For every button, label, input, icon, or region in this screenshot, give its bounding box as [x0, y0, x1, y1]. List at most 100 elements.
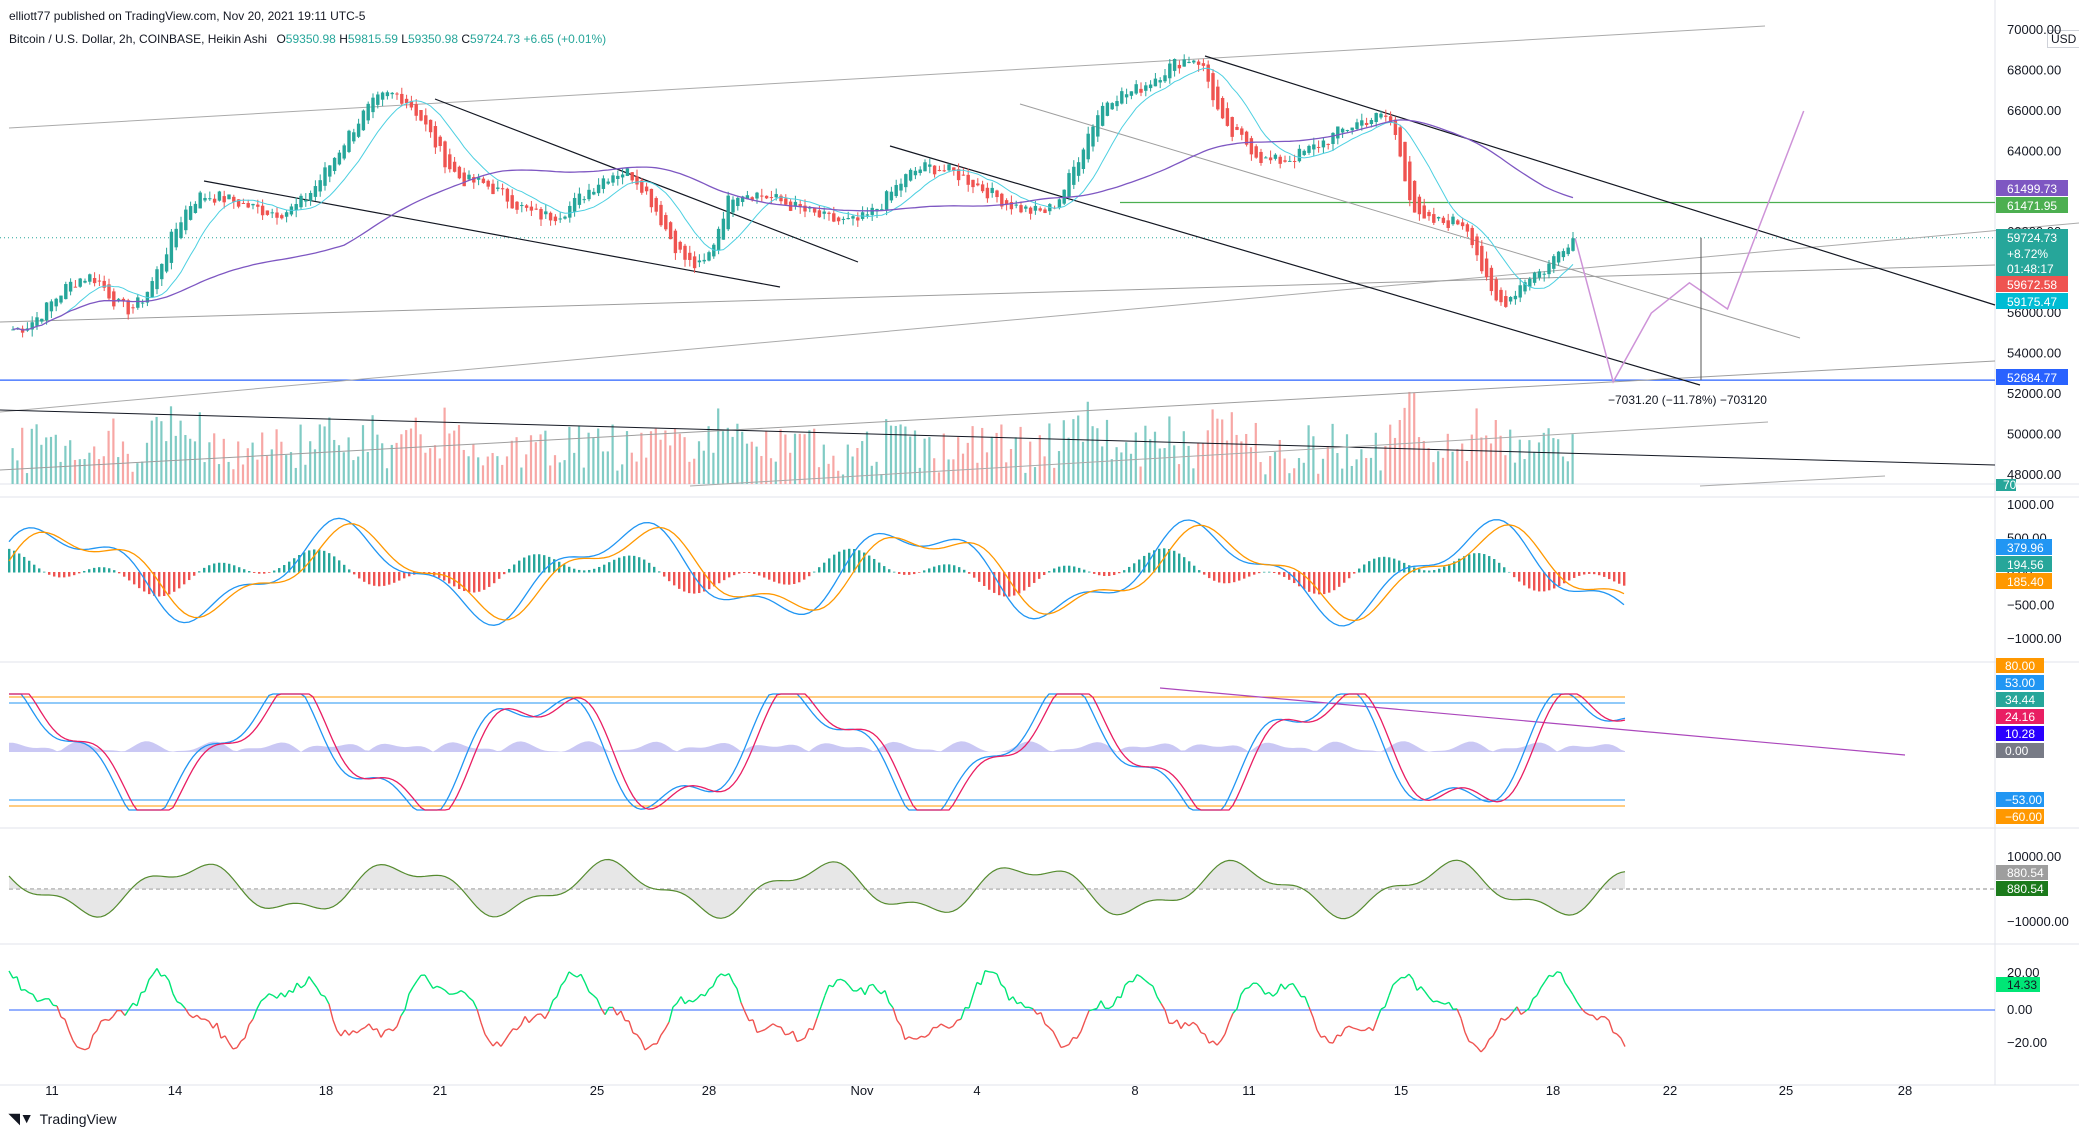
gr-y-tick: 20.00 [2007, 965, 2040, 980]
volume-bar [1197, 442, 1200, 484]
symbol-title[interactable]: Bitcoin / U.S. Dollar, 2h, COINBASE, Hei… [9, 32, 268, 46]
volume-bar [366, 452, 369, 484]
macd-histogram-bar [553, 559, 556, 573]
volume-bar [433, 445, 437, 484]
macd-histogram-bar [783, 572, 786, 585]
x-tick-label: 25 [590, 1083, 604, 1098]
gr-line-segment [1004, 987, 1010, 1001]
candle-down [1456, 220, 1460, 225]
oscillator-label-text: 53.00 [2005, 676, 2035, 690]
candle-down [832, 213, 836, 222]
gr-line-segment [1356, 1028, 1362, 1032]
candle-up [601, 178, 606, 189]
gr-line-segment [360, 1026, 366, 1031]
volume-bar [688, 461, 691, 484]
candle-up [1355, 122, 1359, 129]
volume-bar [1105, 419, 1109, 484]
macd-histogram-bar [1368, 561, 1371, 573]
gr-line-segment [164, 974, 170, 982]
candle-down [664, 215, 668, 230]
volume-bar [352, 460, 355, 484]
macd-histogram-bar [843, 549, 846, 573]
candle-down [1230, 117, 1234, 137]
volume-bar [1101, 446, 1104, 484]
candle-up [1273, 154, 1278, 159]
volume-bar [1182, 431, 1185, 484]
macd-histogram-bar [1148, 552, 1151, 573]
volume-bar [621, 464, 624, 484]
macd-histogram-bar [108, 568, 111, 573]
volume-bar [702, 450, 705, 484]
candle-down [678, 241, 682, 250]
gr-line-segment [856, 987, 862, 992]
macd-histogram-bar [1168, 549, 1171, 573]
gr-line-segment [188, 1014, 194, 1019]
macd-histogram-bar [1473, 553, 1476, 573]
volume-bar [54, 434, 57, 484]
macd-histogram-bar [1588, 572, 1591, 574]
gr-line-segment [584, 982, 590, 993]
macd-histogram-bar [83, 570, 86, 573]
candle-down [971, 179, 975, 188]
volume-bar [1221, 419, 1224, 484]
volume-bar [203, 462, 206, 484]
macd-histogram-bar [648, 562, 651, 573]
gr-line-segment [1100, 1000, 1106, 1009]
gr-line-segment [924, 1033, 930, 1038]
gr-line-segment [908, 1036, 914, 1040]
volume-bar [232, 469, 235, 484]
volume-bar [424, 452, 427, 484]
gr-line-segment [480, 1022, 486, 1035]
macd-histogram-bar [1048, 571, 1051, 573]
volume-bar [832, 455, 835, 484]
volume-bar [289, 452, 293, 484]
gr-line-segment [1236, 994, 1242, 1010]
macd-histogram-bar [658, 571, 661, 573]
volume-bar [1249, 447, 1253, 484]
gr-line-segment [1036, 1011, 1042, 1015]
gr-line-segment [1500, 1017, 1506, 1021]
gr-line-segment [804, 1028, 810, 1039]
candle-down [500, 188, 505, 190]
candle-up [169, 231, 174, 263]
volume-bar [529, 435, 533, 484]
gr-line-segment [900, 1025, 906, 1040]
chart-canvas[interactable]: −7031.20 (−11.78%) −703120 11 14 18 21 25 28 N… [0, 0, 2079, 1110]
macd-histogram-bar [1093, 572, 1096, 574]
oscillator-label-box [1996, 675, 2044, 690]
gr-line-segment [1108, 1005, 1114, 1009]
tradingview-logo[interactable]: ◥▼ TradingView [9, 1110, 117, 1127]
volume-bar [942, 433, 945, 484]
volume-bar [1566, 461, 1569, 484]
candle-up [68, 281, 73, 292]
candle-up [1307, 145, 1311, 153]
indicator-panes [8, 517, 1995, 1053]
gr-line-segment [1080, 1020, 1086, 1032]
macd-histogram-bar [993, 572, 996, 593]
macd-histogram-bar [958, 567, 961, 573]
candle-down [232, 196, 236, 202]
y-tick-label: 52000.00 [2007, 386, 2061, 401]
candle-up [1115, 101, 1119, 107]
macd-histogram-bar [1198, 570, 1201, 573]
gr-line-segment [1192, 1021, 1198, 1026]
currency-label[interactable]: USD [2047, 30, 2079, 48]
candle-up [1120, 91, 1124, 104]
gr-line-segment [604, 1007, 610, 1015]
gr-line-segment [1200, 1031, 1206, 1035]
macd-histogram-bar [628, 555, 631, 573]
candle-down [1446, 220, 1450, 228]
gr-line-segment [36, 999, 42, 1003]
volume-bar [558, 462, 561, 484]
volume-bar [112, 418, 115, 484]
gr-line-segment [1156, 996, 1162, 1004]
symbol-legend[interactable]: Bitcoin / U.S. Dollar, 2h, COINBASE, Hei… [9, 32, 606, 46]
volume-bar [736, 423, 739, 484]
macd-histogram-bar [903, 572, 906, 575]
candle-up [1144, 85, 1148, 91]
gr-line-segment [996, 973, 1002, 985]
gr-line-segment [32, 994, 38, 1002]
volume-bar [1475, 408, 1478, 484]
macd-histogram-bar [933, 566, 936, 573]
candle-up [1062, 189, 1066, 204]
